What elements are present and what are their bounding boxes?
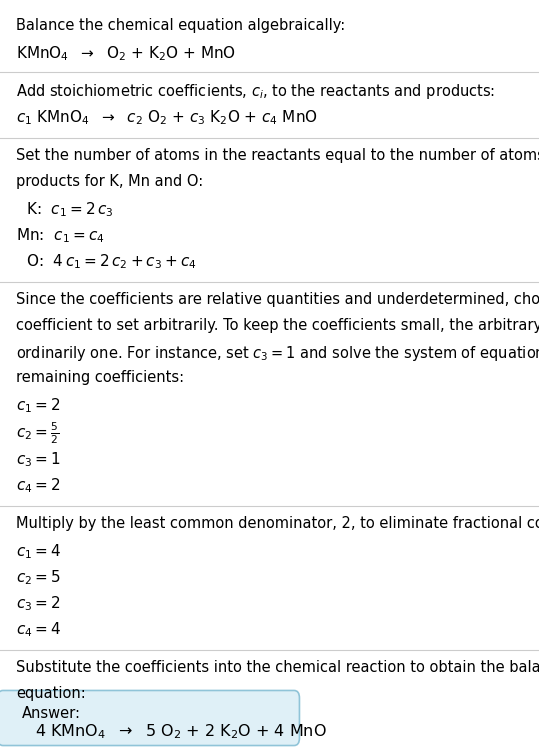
Text: Balance the chemical equation algebraically:: Balance the chemical equation algebraica… — [16, 18, 345, 33]
Text: products for K, Mn and O:: products for K, Mn and O: — [16, 174, 203, 189]
Text: $c_4 = 4$: $c_4 = 4$ — [16, 620, 61, 638]
Text: $c_2 = \frac{5}{2}$: $c_2 = \frac{5}{2}$ — [16, 420, 59, 446]
Text: K:  $c_1 = 2\,c_3$: K: $c_1 = 2\,c_3$ — [26, 200, 114, 219]
Text: $c_1 = 2$: $c_1 = 2$ — [16, 396, 60, 414]
Text: remaining coefficients:: remaining coefficients: — [16, 370, 184, 385]
Text: Substitute the coefficients into the chemical reaction to obtain the balanced: Substitute the coefficients into the che… — [16, 660, 539, 675]
Text: $c_1$ KMnO$_4$  $\rightarrow$  $c_2$ O$_2$ + $c_3$ K$_2$O + $c_4$ MnO: $c_1$ KMnO$_4$ $\rightarrow$ $c_2$ O$_2$… — [16, 108, 318, 126]
Text: equation:: equation: — [16, 686, 86, 701]
FancyBboxPatch shape — [0, 690, 300, 745]
Text: Answer:: Answer: — [22, 706, 81, 721]
Text: Set the number of atoms in the reactants equal to the number of atoms in the: Set the number of atoms in the reactants… — [16, 148, 539, 163]
Text: $c_4 = 2$: $c_4 = 2$ — [16, 476, 60, 495]
Text: coefficient to set arbitrarily. To keep the coefficients small, the arbitrary va: coefficient to set arbitrarily. To keep … — [16, 318, 539, 333]
Text: KMnO$_4$  $\rightarrow$  O$_2$ + K$_2$O + MnO: KMnO$_4$ $\rightarrow$ O$_2$ + K$_2$O + … — [16, 44, 236, 62]
Text: $c_3 = 1$: $c_3 = 1$ — [16, 450, 60, 468]
Text: $c_3 = 2$: $c_3 = 2$ — [16, 594, 60, 613]
Text: O:  $4\,c_1 = 2\,c_2 + c_3 + c_4$: O: $4\,c_1 = 2\,c_2 + c_3 + c_4$ — [26, 252, 197, 271]
Text: $c_2 = 5$: $c_2 = 5$ — [16, 568, 61, 587]
Text: Multiply by the least common denominator, 2, to eliminate fractional coefficient: Multiply by the least common denominator… — [16, 516, 539, 531]
Text: ordinarily one. For instance, set $c_3 = 1$ and solve the system of equations fo: ordinarily one. For instance, set $c_3 =… — [16, 344, 539, 363]
Text: 4 KMnO$_4$  $\rightarrow$  5 O$_2$ + 2 K$_2$O + 4 MnO: 4 KMnO$_4$ $\rightarrow$ 5 O$_2$ + 2 K$_… — [35, 722, 327, 741]
Text: Mn:  $c_1 = c_4$: Mn: $c_1 = c_4$ — [16, 226, 105, 244]
Text: Since the coefficients are relative quantities and underdetermined, choose a: Since the coefficients are relative quan… — [16, 292, 539, 307]
Text: $c_1 = 4$: $c_1 = 4$ — [16, 542, 61, 561]
Text: Add stoichiometric coefficients, $c_i$, to the reactants and products:: Add stoichiometric coefficients, $c_i$, … — [16, 82, 495, 101]
